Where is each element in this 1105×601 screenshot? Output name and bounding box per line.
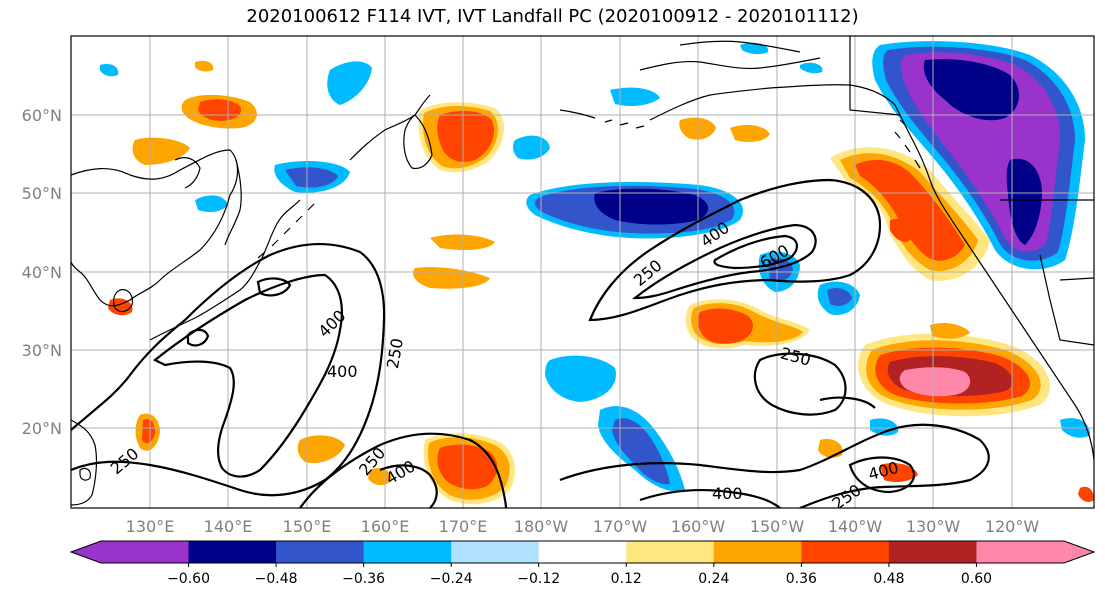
- colorbar-segment: [976, 541, 1065, 563]
- colorbar-segment: [538, 541, 627, 563]
- lon-label: 120°W: [985, 517, 1040, 536]
- colorbar-segment: [363, 541, 452, 563]
- colorbar-segment: [801, 541, 890, 563]
- colorbar: [69, 540, 1096, 567]
- colorbar-tick-label: 0.48: [873, 571, 904, 587]
- lat-label: 30°N: [22, 341, 62, 360]
- colorbar-extend-low: [71, 541, 101, 563]
- colorbar-tick-label: 0.36: [786, 571, 817, 587]
- colorbar-tick-label: −0.48: [255, 571, 298, 587]
- colorbar-tick-label: 0.24: [698, 571, 729, 587]
- colorbar-segment: [276, 541, 365, 563]
- colorbar-segment: [713, 541, 802, 563]
- lat-label: 60°N: [22, 106, 62, 125]
- contour-label: 400: [712, 484, 743, 503]
- lon-label: 180°W: [514, 517, 569, 536]
- lon-label: 140°E: [204, 517, 253, 536]
- colorbar-tick-label: −0.60: [167, 571, 210, 587]
- map-border: [70, 35, 1095, 509]
- lon-label: 150°W: [750, 517, 805, 536]
- longitude-labels: 130°E 140°E 150°E 160°E 170°E 180°W 170°…: [126, 517, 1040, 536]
- contour-label: 400: [327, 362, 358, 381]
- colorbar-segment: [888, 541, 977, 563]
- coastlines: [71, 36, 1094, 506]
- colorbar-segment: [626, 541, 715, 563]
- map-title: 2020100612 F114 IVT, IVT Landfall PC (20…: [246, 6, 859, 27]
- lon-label: 160°W: [671, 517, 726, 536]
- latitude-labels: 60°N 50°N 40°N 30°N 20°N: [22, 106, 62, 438]
- lon-label: 170°E: [439, 517, 488, 536]
- colorbar-extend-high: [1064, 541, 1094, 563]
- lon-label: 130°W: [906, 517, 961, 536]
- colorbar-outline: [69, 540, 1096, 564]
- colorbar-tick-label: −0.36: [342, 571, 385, 587]
- colorbar-tick-label: 0.12: [611, 571, 642, 587]
- lon-label: 160°E: [361, 517, 410, 536]
- lon-label: 170°W: [593, 517, 648, 536]
- colorbar-segment: [101, 541, 190, 563]
- colorbar-tick-label: −0.24: [430, 571, 473, 587]
- lon-label: 150°E: [283, 517, 332, 536]
- colorbar-segment: [188, 541, 277, 563]
- colorbar-tick-label: −0.12: [517, 571, 560, 587]
- ivt-contours: [71, 178, 990, 508]
- lat-label: 20°N: [22, 419, 62, 438]
- colorbar-ticks: −0.60 −0.48 −0.36 −0.24 −0.12 0.12 0.24 …: [167, 571, 992, 587]
- lon-label: 130°E: [126, 517, 175, 536]
- lat-label: 50°N: [22, 184, 62, 203]
- colorbar-segment: [451, 541, 540, 563]
- lon-label: 140°W: [828, 517, 883, 536]
- positive-ivt-shading: [108, 60, 1094, 505]
- colorbar-tick-label: 0.60: [961, 571, 992, 587]
- lat-label: 40°N: [22, 263, 62, 282]
